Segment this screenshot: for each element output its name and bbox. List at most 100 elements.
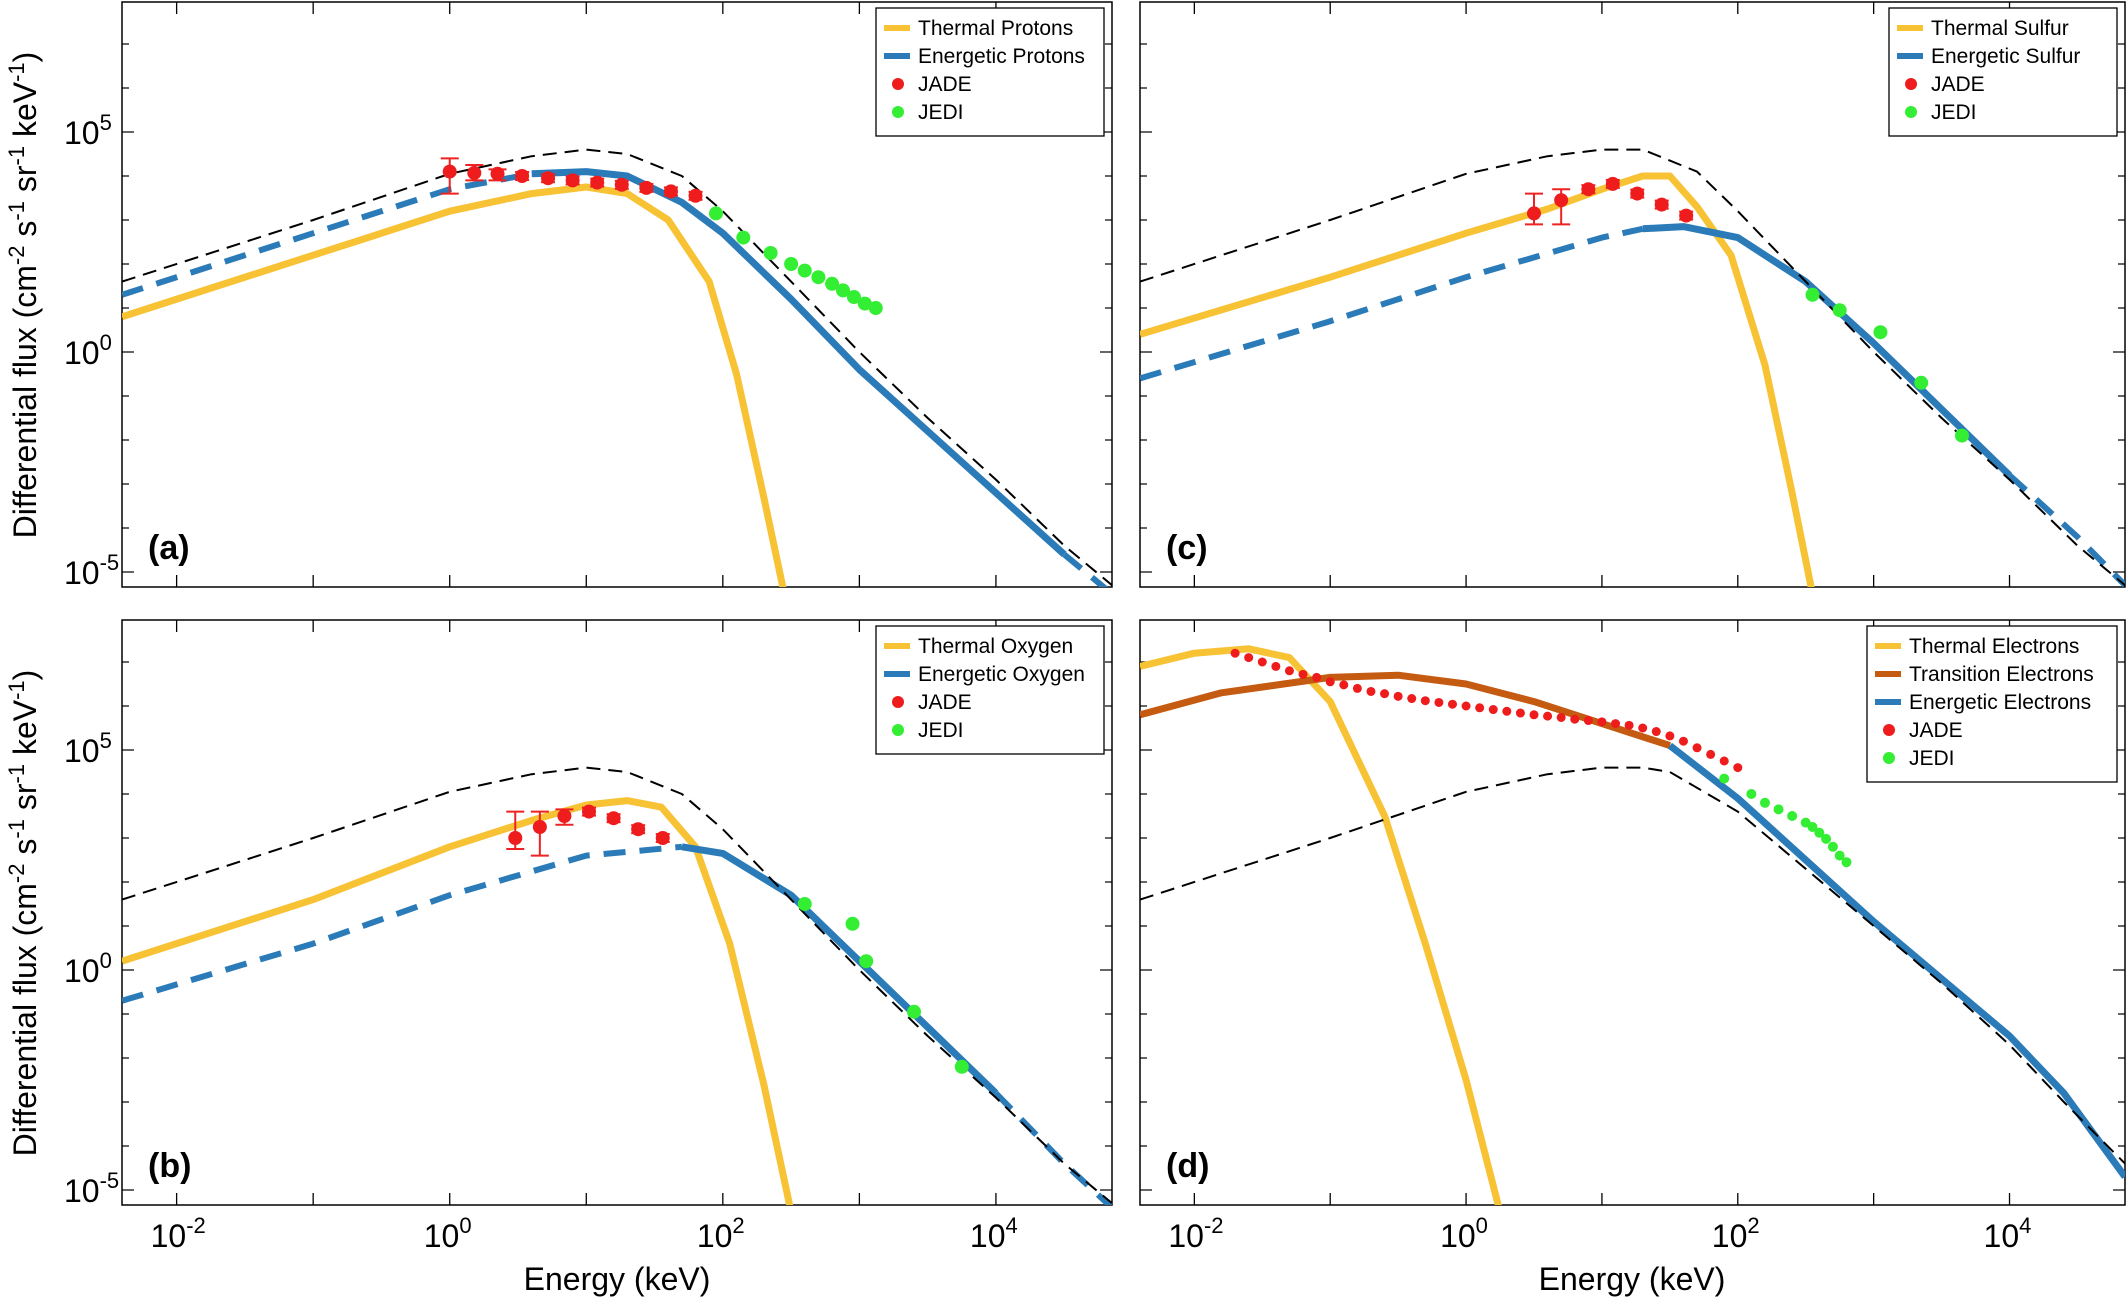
axes-frame [1139,619,2126,1206]
legend-item-label: JEDI [1909,747,1955,770]
legend-marker [1883,752,1895,764]
jedi-point [825,276,840,291]
x-tick-label: 100 [1440,1213,1488,1254]
series-line-energetic-oxygen [681,843,999,1096]
jade-point [1583,716,1593,726]
jade-point [515,169,530,183]
jade-point [442,164,457,179]
legend-item-label: Thermal Protons [918,17,1073,40]
jade-point [1284,666,1294,676]
jade-point [1638,723,1648,733]
panel-a: 105 100 10-5 (a) Thermal Protons Energetic Pr… [64,1,1113,591]
jade-point [1654,197,1669,212]
axes-frame [121,619,1113,1206]
jade-point [1502,706,1512,716]
jade-point [1366,686,1376,696]
plot-area [1140,645,2125,1205]
legend-item-label: Energetic Sulfur [1931,45,2080,68]
jade-point [582,804,597,819]
y-tick-label: 105 [64,110,112,151]
x-tick-label: 102 [1712,1213,1760,1254]
legend-marker [1905,106,1917,118]
jade-point [1570,714,1580,724]
y-tick-label: 105 [64,728,112,769]
jedi-point [736,230,751,245]
jedi-point [1773,804,1784,815]
jade-point [1244,653,1254,663]
jade-point [1719,756,1729,766]
jedi-point [1914,375,1929,390]
legend-item-label: Transition Electrons [1909,663,2094,686]
jade-point [1475,703,1485,713]
x-tick-label: 102 [697,1213,745,1254]
series-line-energetic-oxygen [122,843,683,1004]
jedi-point [1805,287,1820,302]
jade-point [1271,661,1281,671]
jade-point [541,171,556,186]
jade-point [655,831,670,845]
jade-point [590,175,605,190]
jade-point [1597,717,1607,727]
jedi-point [797,263,812,278]
jade-point [631,822,646,837]
jedi-point [797,897,812,911]
jade-point [1733,763,1743,773]
legend-item-label: JEDI [918,719,964,742]
jedi-point [784,257,799,271]
jedi-point [763,246,778,260]
jedi-point [709,206,723,221]
jade-point [1605,176,1620,191]
series-line-total [122,766,1112,1204]
jade-point [1339,680,1349,690]
x-tick-label: 100 [424,1213,472,1254]
jedi-point [857,296,872,311]
legend: Thermal Sulfur Energetic Sulfur JADE JEDI [1888,7,2118,137]
jade-point [1678,736,1688,746]
panel-b: 105 100 10-5 10-2 100 102 104 (b) Thermal Oxygen… [64,619,1113,1254]
jade-point [1543,711,1553,721]
jedi-point [1787,811,1798,821]
y-tick-label: 10-5 [64,1168,119,1209]
jade-point [1380,689,1390,699]
jedi-point [1719,773,1730,784]
jade-point [1630,186,1645,201]
legend-item-label: Thermal Electrons [1909,635,2079,658]
jade-point [1420,696,1430,706]
legend-marker [892,106,904,118]
jade-point [1527,206,1541,221]
series-line-energetic-protons [531,168,1067,557]
jade-point [1581,182,1596,197]
jade-point [1298,669,1308,679]
jedi-point [954,1059,969,1074]
jedi-point [859,954,874,969]
jade-point [508,831,523,845]
legend: Thermal Protons Energetic Protons JADE JEDI [875,7,1105,137]
y-axis-label: Differential flux (cm-2 s-1 sr-1 keV-1) [4,52,43,539]
jade-point [1434,697,1444,707]
panel-label: (c) [1166,529,1208,567]
panel-label: (b) [148,1147,191,1185]
jade-point [1488,705,1498,715]
legend-marker [892,696,904,708]
jade-point [1554,193,1569,208]
jade-point [1692,743,1702,753]
series-line-energetic-sulfur [1140,225,1644,382]
legend-item-label: JADE [918,691,972,714]
jade-point [1352,683,1362,693]
x-tick-label: 104 [1984,1213,2032,1254]
legend-marker [892,724,904,736]
jade-point [1529,710,1539,720]
plot-area [1140,148,2125,587]
legend-item-label: JADE [1909,719,1963,742]
series-line-thermal-sulfur [1140,172,1815,587]
plot-area [122,766,1112,1205]
jedi-point [1873,325,1888,340]
legend-box [1888,7,2118,137]
jade-point [1515,708,1525,718]
legend-marker [892,78,904,90]
jedi-point [846,290,861,304]
legend: Thermal Electrons Transition Electrons Ene… [1866,625,2118,783]
jedi-point [845,916,860,931]
axes-frame [1139,1,2126,588]
